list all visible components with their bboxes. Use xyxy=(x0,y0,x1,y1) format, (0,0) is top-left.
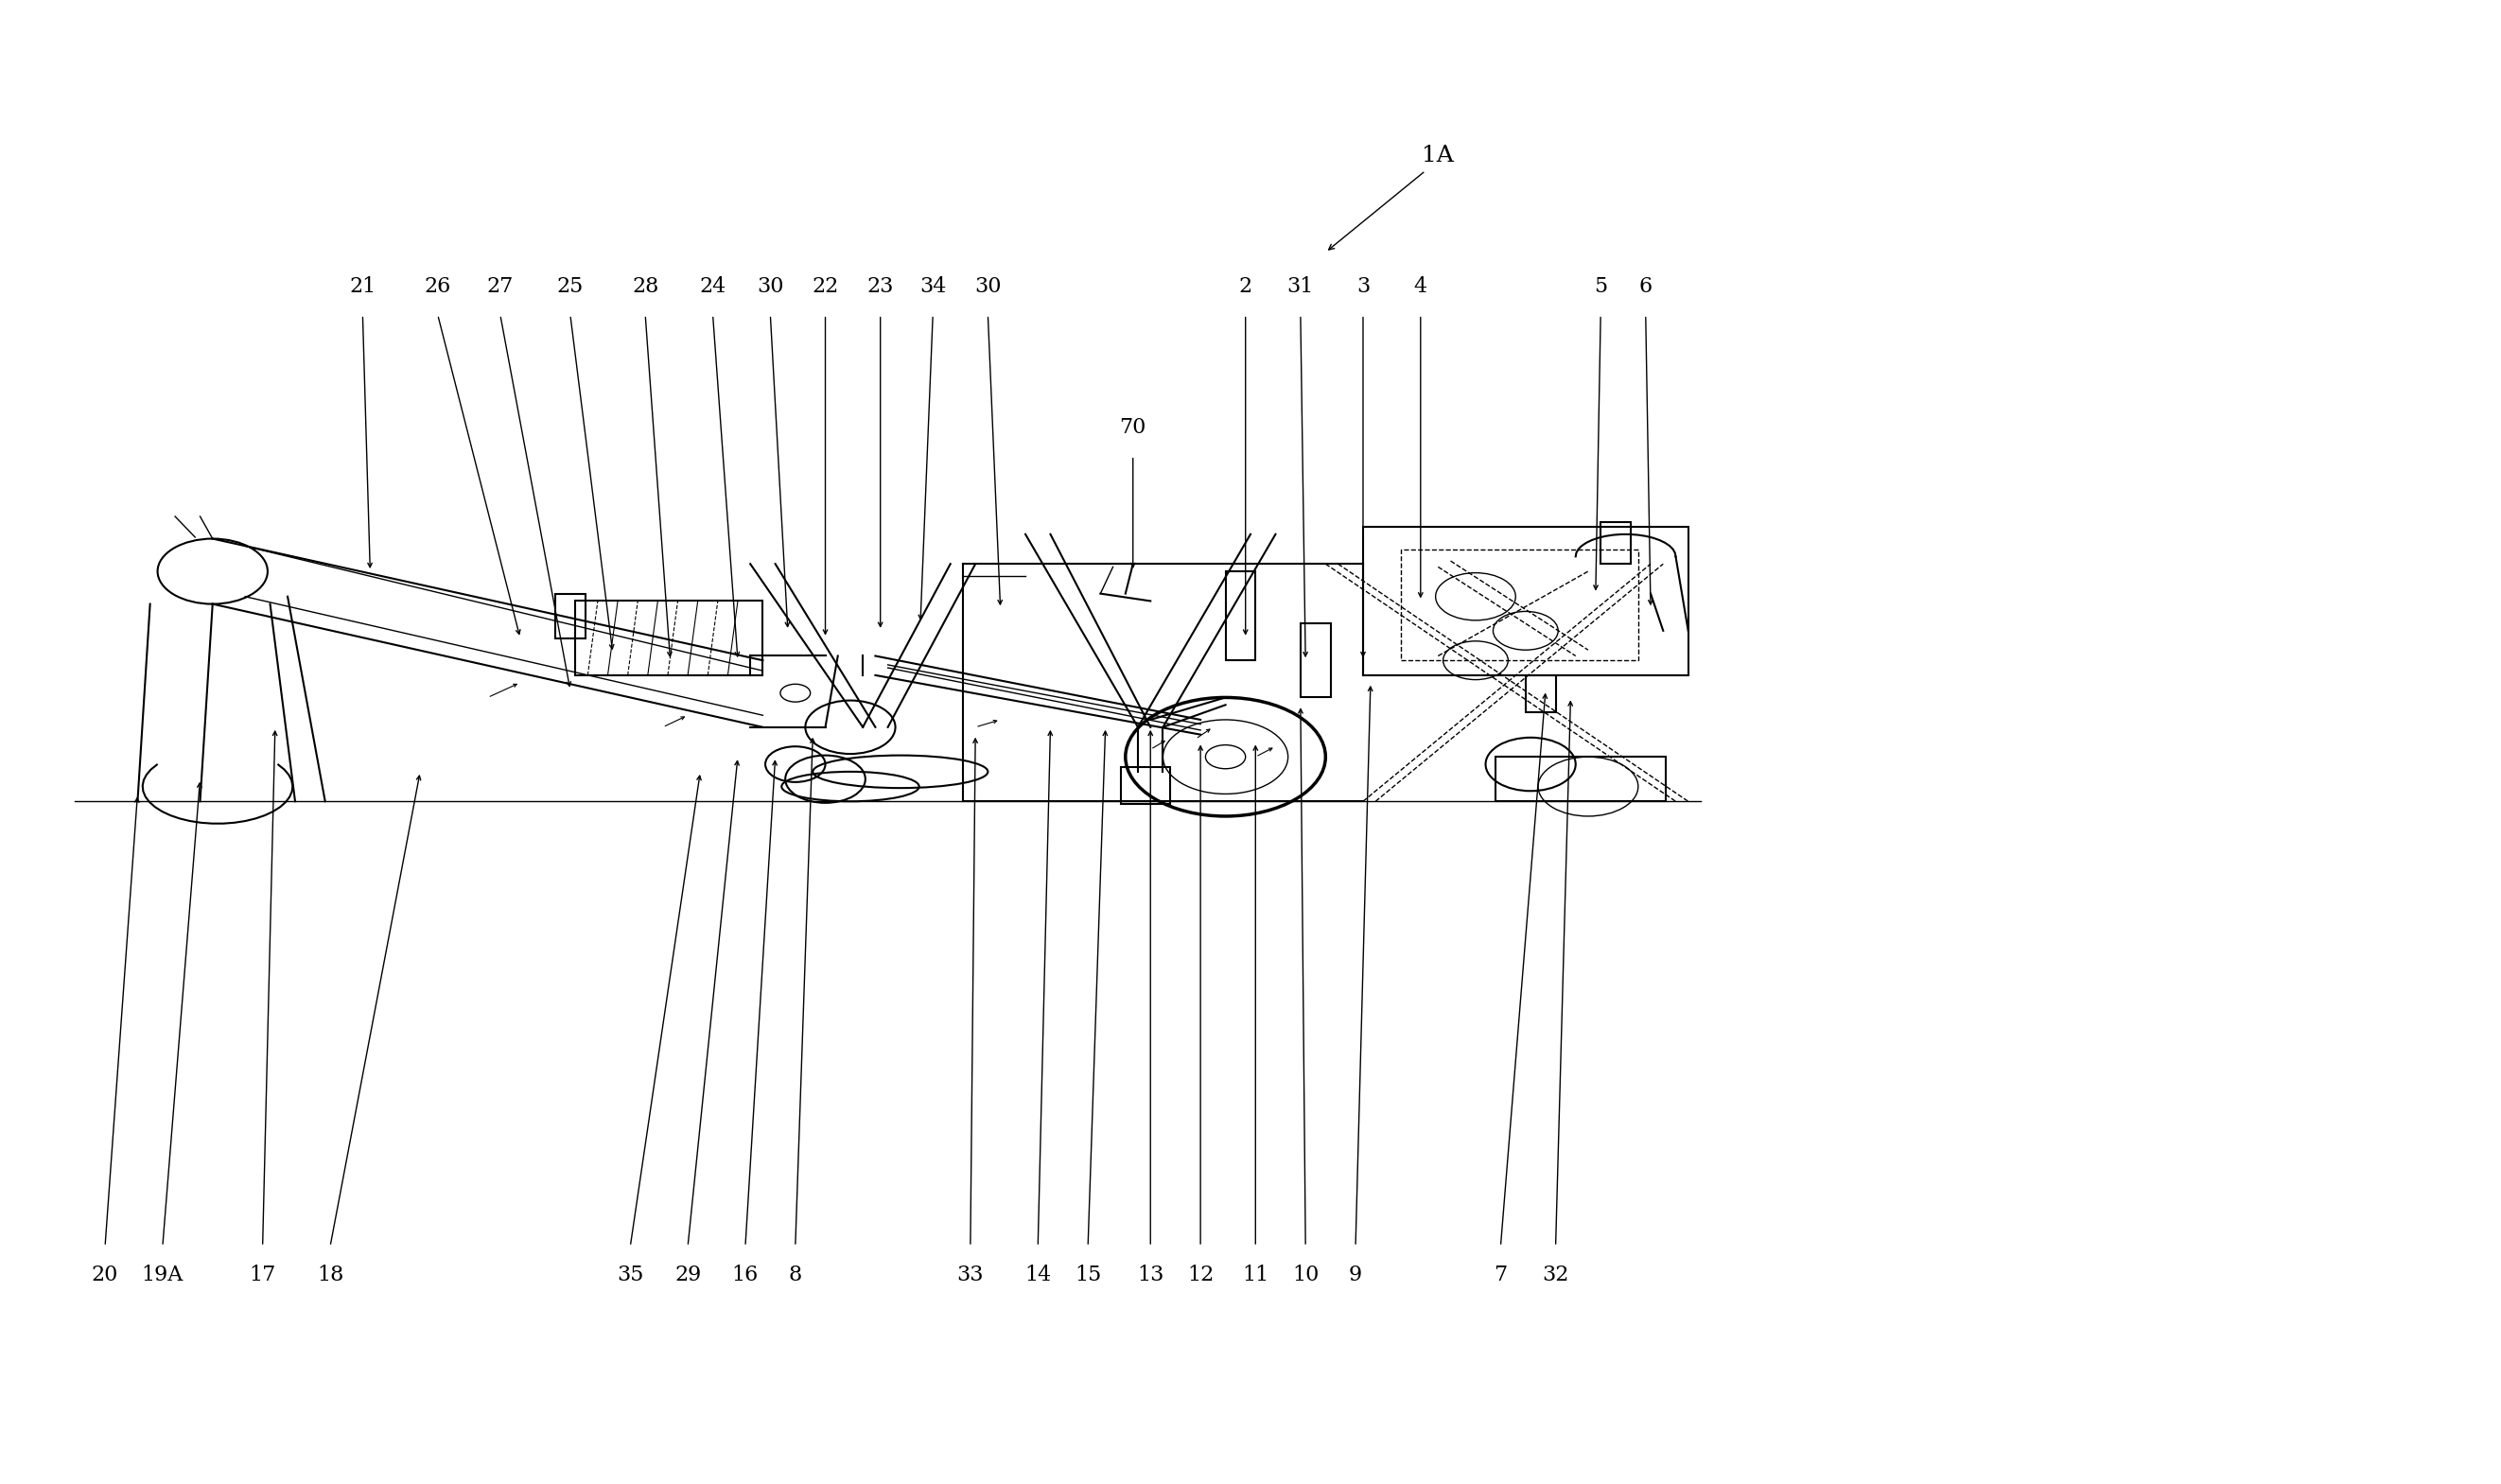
Bar xyxy=(1363,527,1688,675)
Text: 16: 16 xyxy=(733,1264,758,1285)
Text: 5: 5 xyxy=(1593,276,1608,297)
Bar xyxy=(1401,549,1638,660)
Text: 2: 2 xyxy=(1238,276,1253,297)
Text: 30: 30 xyxy=(758,276,783,297)
Text: 34: 34 xyxy=(920,276,945,297)
Text: 1A: 1A xyxy=(1423,145,1453,166)
Text: 27: 27 xyxy=(488,276,513,297)
Bar xyxy=(1301,623,1331,697)
Text: 7: 7 xyxy=(1493,1264,1508,1285)
Text: 70: 70 xyxy=(1120,417,1145,438)
Text: 9: 9 xyxy=(1348,1264,1363,1285)
Text: 13: 13 xyxy=(1138,1264,1163,1285)
Text: 21: 21 xyxy=(350,276,375,297)
Text: 35: 35 xyxy=(618,1264,643,1285)
Text: 11: 11 xyxy=(1243,1264,1268,1285)
Bar xyxy=(1601,522,1631,564)
Text: 14: 14 xyxy=(1025,1264,1050,1285)
Text: 8: 8 xyxy=(788,1264,803,1285)
Text: 24: 24 xyxy=(700,276,725,297)
Text: 32: 32 xyxy=(1543,1264,1568,1285)
Text: 19A: 19A xyxy=(143,1264,183,1285)
Text: 6: 6 xyxy=(1638,276,1653,297)
Text: 20: 20 xyxy=(93,1264,118,1285)
Bar xyxy=(555,594,585,638)
Bar xyxy=(1120,767,1170,804)
Bar xyxy=(1496,757,1666,801)
Text: 30: 30 xyxy=(975,276,1000,297)
Text: 23: 23 xyxy=(868,276,893,297)
Text: 25: 25 xyxy=(558,276,583,297)
Text: 28: 28 xyxy=(633,276,658,297)
Text: 17: 17 xyxy=(250,1264,275,1285)
Bar xyxy=(575,601,763,675)
Text: 26: 26 xyxy=(425,276,450,297)
Bar xyxy=(1526,675,1556,712)
Text: 15: 15 xyxy=(1075,1264,1100,1285)
Text: 22: 22 xyxy=(813,276,838,297)
Text: 18: 18 xyxy=(318,1264,343,1285)
Text: 12: 12 xyxy=(1188,1264,1213,1285)
Text: 31: 31 xyxy=(1288,276,1313,297)
Text: 4: 4 xyxy=(1413,276,1428,297)
Text: 10: 10 xyxy=(1293,1264,1318,1285)
Text: 33: 33 xyxy=(958,1264,983,1285)
Bar xyxy=(1225,571,1256,660)
Text: 29: 29 xyxy=(675,1264,700,1285)
Text: 3: 3 xyxy=(1356,276,1371,297)
